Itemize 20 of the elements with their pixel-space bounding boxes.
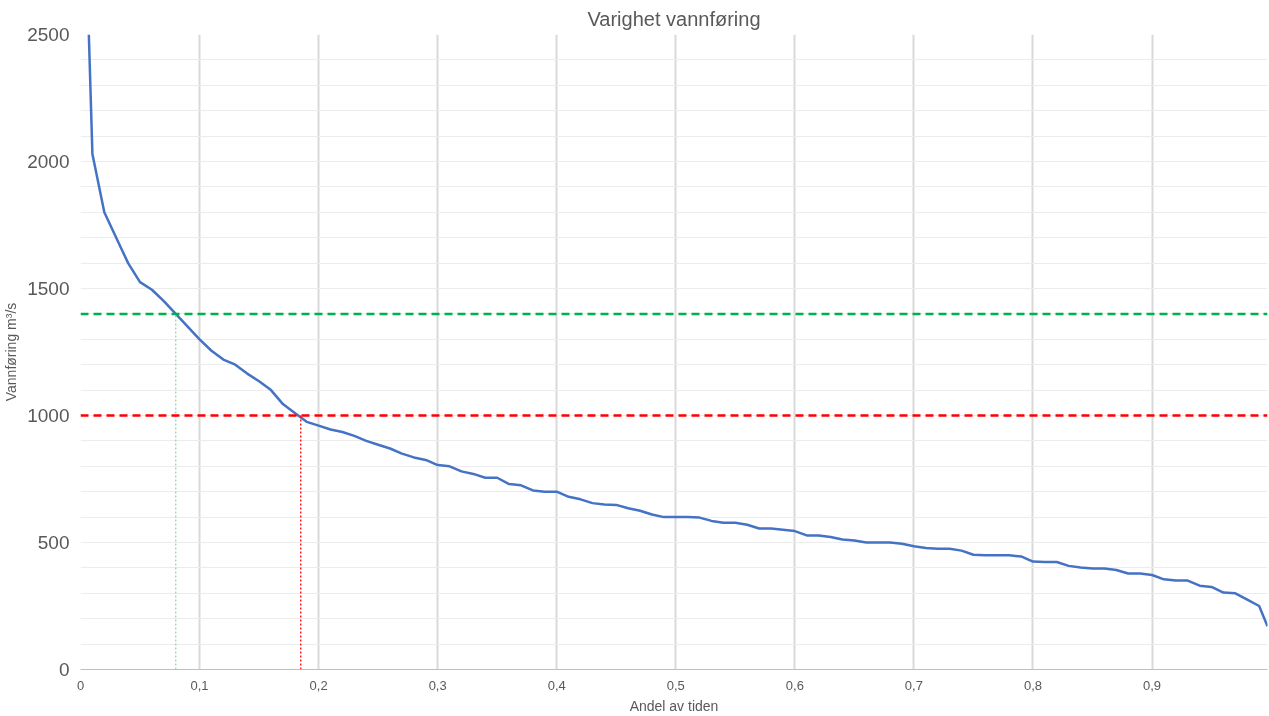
y-axis-title: Vannføring m³/s xyxy=(3,302,20,402)
x-axis-title: Andel av tiden xyxy=(629,697,719,714)
y-tick-label: 2000 xyxy=(27,151,70,172)
x-tick-label: 0,9 xyxy=(1142,677,1162,693)
y-tick-label: 2500 xyxy=(27,24,70,45)
y-tick-label: 1000 xyxy=(27,405,70,426)
y-tick-label: 1500 xyxy=(27,278,70,299)
x-tick-label: 0,4 xyxy=(547,677,566,693)
x-tick-label: 0 xyxy=(76,677,85,693)
y-tick-label: 500 xyxy=(37,532,70,553)
y-tick-label: 0 xyxy=(58,659,70,680)
x-tick-label: 0,2 xyxy=(309,677,328,693)
x-tick-label: 0,1 xyxy=(190,677,209,693)
x-tick-label: 0,7 xyxy=(904,677,923,693)
line-series xyxy=(87,34,1268,628)
chart-title: Varighet vannføring xyxy=(587,7,761,30)
x-tick-label: 0,6 xyxy=(785,677,804,693)
x-tick-label: 0,5 xyxy=(666,677,685,693)
x-tick-label: 0,3 xyxy=(428,677,447,693)
x-tick-label: 0,8 xyxy=(1023,677,1042,693)
